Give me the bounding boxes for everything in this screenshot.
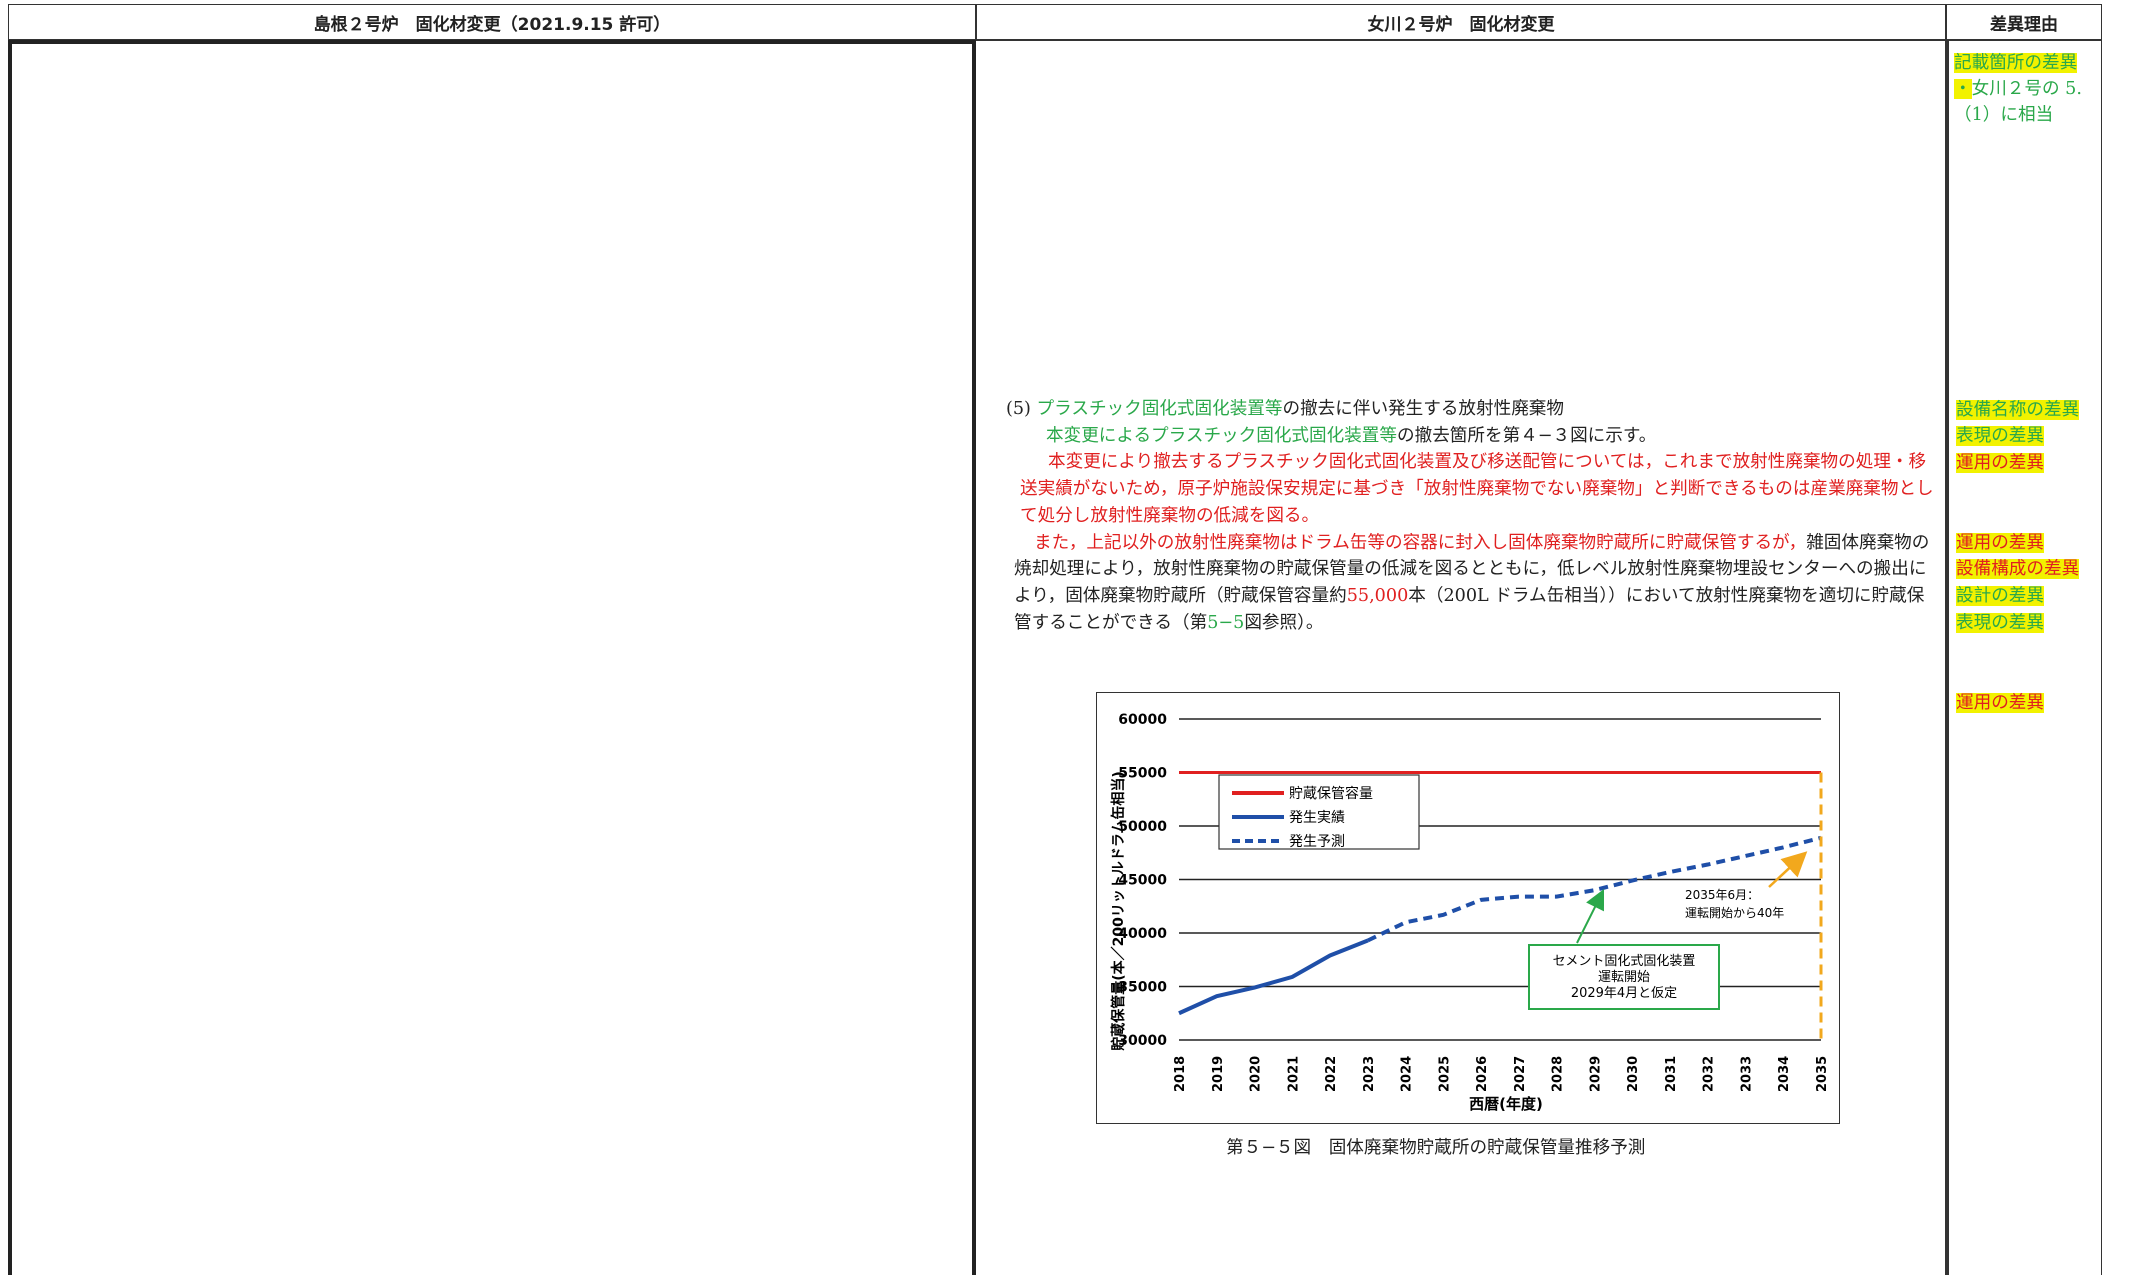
x-tick-label: 2032 bbox=[1702, 1056, 1717, 1092]
note-line-3: （1）に相当 bbox=[1954, 105, 2054, 125]
storage-chart: 30000 35000 40000 45000 50000 55000 60000 2018… bbox=[1110, 712, 1830, 1113]
x-tick-label: 2029 bbox=[1588, 1056, 1603, 1092]
right-column bbox=[1946, 40, 2102, 1275]
x-tick-label: 2022 bbox=[1324, 1056, 1339, 1092]
x-tick-label: 2027 bbox=[1513, 1056, 1528, 1092]
annotation-green-line-2: 運転開始 bbox=[1598, 970, 1650, 985]
note-line-1: 記載箇所の差異 bbox=[1954, 53, 2078, 73]
note-bullet: ・ bbox=[1954, 79, 1972, 99]
y-tick-label: 45000 bbox=[1118, 873, 1167, 889]
x-tick-label: 2025 bbox=[1437, 1056, 1452, 1092]
legend-label-capacity: 貯蔵保管容量 bbox=[1289, 785, 1373, 802]
header-middle-title: 女川２号炉 固化材変更 bbox=[1367, 14, 1555, 35]
tag-design: 設計の差異 bbox=[1956, 586, 2044, 606]
tag-operation-3: 運用の差異 bbox=[1956, 693, 2044, 713]
x-tick-label: 2030 bbox=[1626, 1056, 1641, 1092]
y-tick-label: 40000 bbox=[1118, 926, 1167, 942]
chart-series bbox=[1178, 771, 1822, 1016]
annotation-orange-line-2: 運転開始から40年 bbox=[1685, 906, 1784, 920]
section-body: (5) プラスチック固化式固化装置等の撤去に伴い発生する放射性廃棄物 本変更によ… bbox=[1006, 396, 1936, 636]
x-tick-label: 2031 bbox=[1664, 1056, 1679, 1092]
x-tick-label: 2028 bbox=[1551, 1056, 1566, 1092]
paragraph-1: 本変更によるプラスチック固化式固化装置等の撤去箇所を第４−３図に示す。 bbox=[1006, 423, 1936, 450]
y-tick-label: 50000 bbox=[1118, 819, 1167, 835]
x-tick-label: 2034 bbox=[1777, 1056, 1792, 1092]
x-tick-label: 2023 bbox=[1362, 1056, 1377, 1092]
annotation-orange: 2035年6月： 運転開始から40年 bbox=[1685, 888, 1784, 920]
section-title: (5) プラスチック固化式固化装置等の撤去に伴い発生する放射性廃棄物 bbox=[1006, 396, 1936, 423]
header-left-title: 島根２号炉 固化材変更（2021.9.15 許可） bbox=[313, 14, 671, 35]
x-tick-label: 2020 bbox=[1249, 1056, 1264, 1092]
middle-column bbox=[976, 40, 1946, 1275]
annotation-arrow-orange bbox=[1768, 851, 1808, 888]
paragraph-2-text: 本変更により撤去するプラスチック固化式固化装置及び移送配管については，これまで放… bbox=[1020, 452, 1934, 526]
x-tick-label: 2035 bbox=[1815, 1056, 1830, 1092]
figure-ref: 5−5 bbox=[1207, 612, 1245, 633]
annotation-green-line-1: セメント固化式固化装置 bbox=[1553, 954, 1696, 969]
y-tick-label: 55000 bbox=[1118, 766, 1167, 782]
tag-operation-2: 運用の差異 bbox=[1956, 533, 2044, 553]
x-tick-label: 2024 bbox=[1400, 1056, 1415, 1092]
x-tick-label: 2021 bbox=[1286, 1056, 1301, 1092]
legend-label-actual: 発生実績 bbox=[1289, 810, 1345, 826]
figure-caption: 第５−５図 固体廃棄物貯蔵所の貯蔵保管量推移予測 bbox=[1226, 1138, 1646, 1158]
tag-expression-2: 表現の差異 bbox=[1956, 613, 2044, 633]
right-column-separator bbox=[1946, 40, 1949, 1275]
diff-reason-note: 記載箇所の差異 ・女川２号の 5. （1）に相当 bbox=[1954, 50, 2094, 128]
paragraph-3-c: 図参照）。 bbox=[1244, 612, 1324, 633]
chart-gridlines bbox=[1179, 718, 1821, 1041]
chart-x-label: 西暦(年度) bbox=[1469, 1095, 1543, 1113]
header-right: 差異理由 bbox=[1946, 4, 2102, 40]
chart-y-ticks: 30000 35000 40000 45000 50000 55000 60000 bbox=[1118, 712, 1167, 1049]
header-left: 島根２号炉 固化材変更（2021.9.15 許可） bbox=[8, 4, 976, 40]
y-tick-label: 30000 bbox=[1118, 1033, 1167, 1049]
chart-y-label: 貯蔵保管量(本／200リットルドラム缶相当) bbox=[1110, 771, 1127, 1051]
paragraph-1-green: 本変更によるプラスチック固化式固化装置等 bbox=[1046, 425, 1397, 446]
section-title-rest: の撤去に伴い発生する放射性廃棄物 bbox=[1282, 399, 1564, 419]
x-tick-label: 2033 bbox=[1739, 1056, 1754, 1092]
storage-chart-frame: 30000 35000 40000 45000 50000 55000 60000 2018… bbox=[1096, 692, 1840, 1124]
x-tick-label: 2018 bbox=[1173, 1056, 1188, 1092]
chart-x-ticks: 2018 2019 2020 2021 2022 2023 2024 2025 2026 2027… bbox=[1173, 1056, 1830, 1092]
section-title-green: プラスチック固化式固化装置等 bbox=[1036, 399, 1283, 419]
section-number: (5) bbox=[1006, 399, 1031, 419]
paragraph-2: 本変更により撤去するプラスチック固化式固化装置及び移送配管については，これまで放… bbox=[1006, 449, 1936, 529]
y-tick-label: 60000 bbox=[1118, 712, 1167, 728]
paragraph-3-a: 雑固体廃棄物の焼却処理により，放射性廃棄物の貯蔵保管量の低減を図るとともに，低レ… bbox=[1014, 532, 1930, 606]
annotation-arrow-green bbox=[1576, 889, 1604, 944]
paragraph-3-red: また，上記以外の放射性廃棄物はドラム缶等の容器に封入し固体廃棄物貯蔵所に貯蔵保管… bbox=[1034, 532, 1807, 553]
x-tick-label: 2026 bbox=[1475, 1056, 1490, 1092]
legend-label-forecast: 発生予測 bbox=[1289, 834, 1345, 850]
series-line-1 bbox=[1178, 938, 1369, 1016]
y-tick-label: 35000 bbox=[1118, 980, 1167, 996]
x-tick-label: 2019 bbox=[1211, 1056, 1226, 1092]
tag-equipment-config: 設備構成の差異 bbox=[1956, 559, 2080, 579]
capacity-value: 55,000 bbox=[1346, 585, 1409, 606]
annotation-orange-line-1: 2035年6月： bbox=[1685, 888, 1759, 902]
header-middle: 女川２号炉 固化材変更 bbox=[976, 4, 1946, 40]
left-column-empty bbox=[8, 40, 976, 1275]
header-right-title: 差異理由 bbox=[1990, 14, 2058, 35]
paragraph-3-b: 本（200L ドラム缶相当））において放射性廃棄物を適切に貯蔵保管することができ… bbox=[1014, 585, 1925, 633]
tag-expression-1: 表現の差異 bbox=[1956, 426, 2044, 446]
tag-equipment-name: 設備名称の差異 bbox=[1956, 400, 2080, 420]
annotation-green-box bbox=[1528, 944, 1720, 1010]
paragraph-1-rest: の撤去箇所を第４−３図に示す。 bbox=[1397, 425, 1657, 446]
note-line-2: 女川２号の 5. bbox=[1971, 79, 2082, 99]
chart-legend-box bbox=[1218, 774, 1420, 850]
paragraph-3: また，上記以外の放射性廃棄物はドラム缶等の容器に封入し固体廃棄物貯蔵所に貯蔵保管… bbox=[1006, 530, 1936, 637]
tag-operation-1: 運用の差異 bbox=[1956, 453, 2044, 473]
annotation-green-line-3: 2029年4月と仮定 bbox=[1571, 986, 1677, 1001]
series-line-2 bbox=[1366, 835, 1822, 943]
